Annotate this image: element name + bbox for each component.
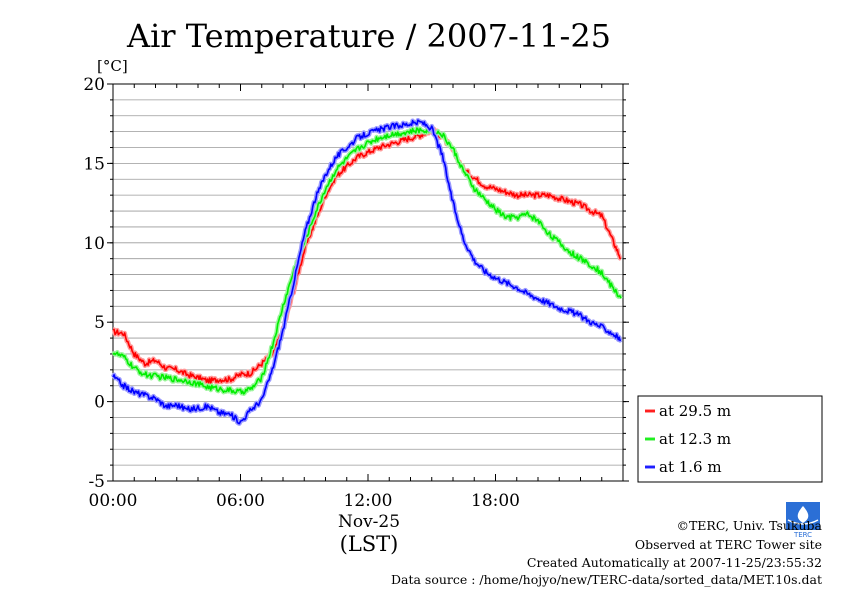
axis-ticks: -5 0 5 10 15 20 00:00 06:00 12:00 18:00 xyxy=(83,75,629,511)
series-group xyxy=(110,117,624,426)
legend-box xyxy=(637,395,823,483)
footer-observed: Observed at TERC Tower site xyxy=(635,537,822,552)
footer-created: Created Automatically at 2007-11-25/23:5… xyxy=(527,555,822,570)
legend: at 29.5 m at 12.3 m at 1.6 m xyxy=(637,395,823,483)
terc-logo: TERC xyxy=(786,502,820,539)
footer-data-source: Data source : /home/hojyo/new/TERC-data/… xyxy=(391,572,822,587)
chart-title: Air Temperature / 2007-11-25 xyxy=(126,17,611,55)
y-axis-unit: [°C] xyxy=(97,57,128,75)
series-line xyxy=(112,126,622,395)
footer-copyright: ©TERC, Univ. Tsukuba xyxy=(676,518,822,533)
x-tick-label: 06:00 xyxy=(216,491,265,511)
x-tick-label: 18:00 xyxy=(471,491,520,511)
x-axis-date-label: Nov-25 xyxy=(338,512,400,532)
terc-logo-text: TERC xyxy=(793,531,812,539)
y-tick-label: 0 xyxy=(94,393,105,413)
series-halo xyxy=(111,126,623,386)
legend-label: at 29.5 m xyxy=(659,402,731,420)
legend-label: at 12.3 m xyxy=(659,430,731,448)
x-axis-timezone-label: (LST) xyxy=(340,532,399,556)
series-line xyxy=(112,119,622,425)
x-tick-label: 00:00 xyxy=(89,491,138,511)
y-tick-label: 5 xyxy=(94,313,105,333)
x-tick-label: 12:00 xyxy=(344,491,393,511)
y-tick-label: 20 xyxy=(83,75,105,95)
y-tick-label: -5 xyxy=(88,472,105,492)
y-tick-label: 15 xyxy=(83,154,105,174)
legend-label: at 1.6 m xyxy=(659,458,722,476)
series-line xyxy=(113,128,622,385)
y-tick-label: 10 xyxy=(83,234,105,254)
